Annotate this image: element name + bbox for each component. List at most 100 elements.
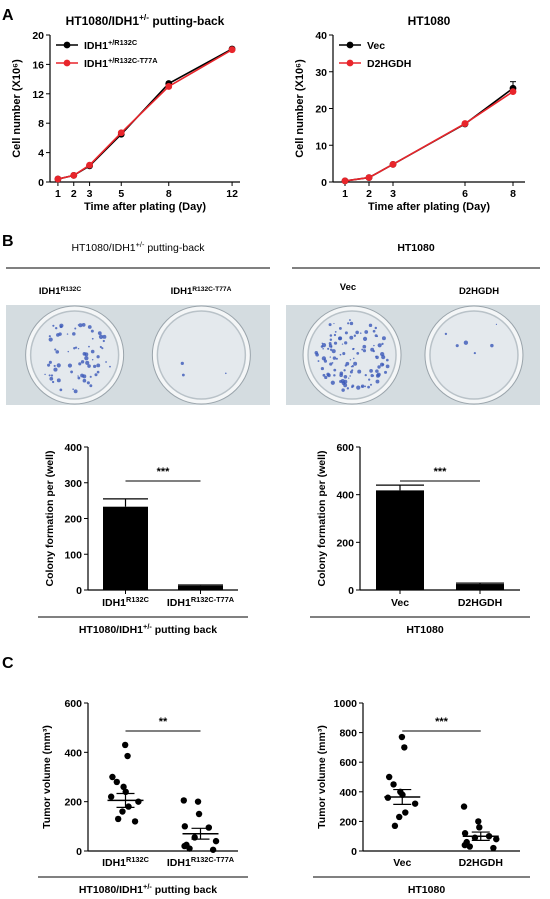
colony [346,387,350,390]
y-tick-label: 400 [339,787,357,799]
data-point [86,161,93,169]
data-point [205,824,213,831]
significance-label: *** [157,466,171,478]
colony [349,319,351,321]
data-point [365,174,373,181]
data-point [209,846,217,853]
colony [349,370,353,374]
colony [329,348,333,351]
colony [96,363,101,368]
y-tick-label: 600 [339,757,357,769]
chart-title: HT1080/IDH1+/- putting-back [66,12,225,28]
y-tick-label: 600 [64,698,82,710]
colony [376,372,381,377]
colony [339,353,342,356]
x-tick-label: D2HGDH [458,597,502,609]
colony [359,332,362,334]
data-point [181,842,188,850]
x-axis-label: Time after plating (Day) [368,201,490,213]
colony [370,347,375,352]
colony [369,369,373,373]
bar-0 [376,490,424,590]
data-point [402,809,409,816]
panel-letter-c: C [2,655,14,672]
y-tick-label: 20 [32,30,44,42]
group-label: HT1080/IDH1+/- putting back [79,622,217,637]
panel-letter-b: B [2,233,14,250]
colony [328,342,332,345]
colony [51,380,55,384]
colony [73,389,78,394]
colony [77,324,80,326]
y-tick-label: 4 [38,148,44,160]
colony [339,373,343,378]
colony [74,346,78,349]
y-tick-label: 0 [321,177,327,189]
data-point [389,160,397,168]
x-tick-label: 1 [55,188,61,200]
colony [334,330,337,333]
colony [370,374,374,378]
x-axis-label: Time after plating (Day) [84,201,206,213]
legend-label: D2HGDH [367,58,411,70]
data-point [194,798,202,805]
x-tick-label: IDH1R132C [102,855,149,870]
colony [349,359,352,361]
legend-marker [346,59,354,67]
colony [321,343,327,348]
colony [362,336,368,341]
colony [343,369,346,372]
colony [495,323,498,325]
colony [353,361,358,366]
colony [377,365,381,369]
colony [369,383,373,386]
colony [52,324,55,327]
legend-marker [63,59,71,67]
series-line-1 [344,90,514,182]
colony [323,359,328,363]
y-tick-label: 10 [315,140,327,152]
tumor-volume-chart-idh1: 0 200 400 600 Tumor volume (mm³) IDH1R132C IDH… [38,698,248,896]
colony [362,349,367,353]
colony [381,355,386,360]
x-tick-label: 3 [87,188,93,200]
data-point [385,773,393,781]
colony [329,338,333,341]
data-point [228,46,236,54]
data-point [341,177,349,185]
colony [78,362,82,366]
colony [53,364,56,368]
y-tick-label: 800 [339,728,357,740]
panel-letter-a: A [2,7,14,24]
significance-label: *** [434,466,448,478]
colony [93,364,97,369]
y-tick-label: 0 [38,177,44,189]
colony [367,385,370,389]
y-axis-label: Tumor volume (mm³) [316,725,328,829]
colony [87,325,92,329]
colony [98,334,104,339]
colony [101,347,104,350]
colony [102,334,107,339]
data-point [70,171,78,179]
colony [344,331,348,335]
data-point [509,88,517,95]
y-axis-label: Colony formation per (well) [44,451,56,587]
y-tick-label: 20 [315,104,327,116]
colony [345,361,350,366]
data-point [461,830,469,837]
colony [91,337,94,340]
colony [53,367,58,372]
colony [59,388,63,392]
cell-growth-chart-ht1080: HT1080 0 10 20 30 40 1 2 3 6 8 Time after plating (… [294,14,525,213]
data-point [476,824,483,831]
y-tick-label: 40 [315,30,327,42]
tumor-volume-chart-ht1080: 0 200 400 600 800 1000 Tumor volume (mm³) Vec D2… [313,698,530,896]
group-title: HT1080 [397,242,435,254]
y-tick-label: 400 [64,442,82,454]
y-tick-label: 0 [348,585,354,597]
colony [324,358,326,360]
data-point [125,803,132,810]
x-tick-label: Vec [391,597,409,609]
